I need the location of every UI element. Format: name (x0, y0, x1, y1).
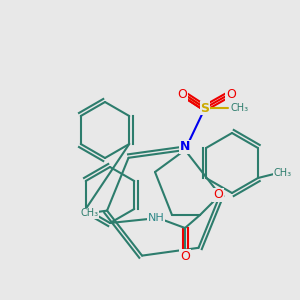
Text: N: N (180, 140, 190, 154)
Text: NH: NH (148, 213, 164, 223)
Text: S: S (200, 101, 209, 115)
Text: O: O (213, 188, 223, 202)
Text: O: O (226, 88, 236, 101)
Text: O: O (177, 88, 187, 101)
Text: CH₃: CH₃ (231, 103, 249, 113)
Text: CH₃: CH₃ (80, 208, 98, 218)
Text: O: O (180, 250, 190, 262)
Text: CH₃: CH₃ (274, 168, 292, 178)
